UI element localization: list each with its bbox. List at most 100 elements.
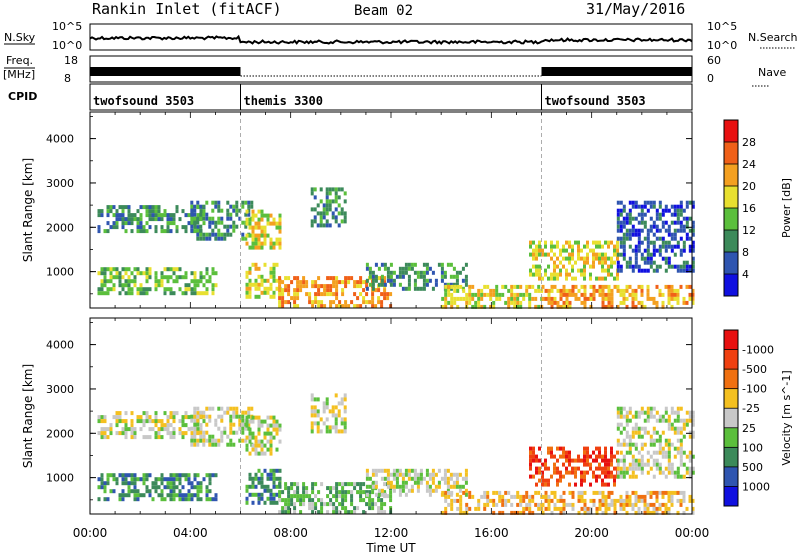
velocity-echo-region-8 xyxy=(441,490,544,515)
velocity-colorbar-swatch-7 xyxy=(724,349,738,370)
power-colorbar-tick-2: 12 xyxy=(742,224,756,237)
velocity-axes: 1000 2000 3000 4000 Slant Range [km] xyxy=(21,318,693,514)
velocity-echo-region-3 xyxy=(245,415,282,456)
velocity-echo-region-7 xyxy=(365,468,468,497)
velocity-y-tick-1: 2000 xyxy=(46,427,74,440)
cpid-segment-0: twofsound 3503 xyxy=(93,94,194,108)
power-colorbar-tick-0: 4 xyxy=(742,268,749,281)
date-title: 31/May/2016 xyxy=(586,0,685,18)
power-colorbar-tick-1: 8 xyxy=(742,246,749,259)
power-colorbar-swatch-7 xyxy=(724,120,738,142)
nsky-panel-frame xyxy=(89,23,693,51)
power-colorbar-swatch-0 xyxy=(724,274,738,296)
power-colorbar: 4 8 12 16 20 24 28 Power [dB] xyxy=(723,119,793,297)
velocity-colorbar-tick-6: -500 xyxy=(742,363,767,376)
velocity-echo-region-11 xyxy=(616,406,695,479)
power-colorbar-swatch-2 xyxy=(724,230,738,252)
velocity-colorbar-tick-4: -25 xyxy=(742,402,760,415)
freq-label: Freq. xyxy=(6,54,33,67)
power-echo-region-2 xyxy=(190,200,254,241)
power-colorbar-tick-5: 24 xyxy=(742,158,756,171)
x-tick-2: 08:00 xyxy=(273,526,308,540)
velocity-colorbar-swatch-5 xyxy=(724,388,738,409)
cpid-segments: twofsound 3503 themis 3300 twofsound 3503 xyxy=(93,84,646,110)
cpid-panel-frame xyxy=(89,83,693,111)
power-echo-region-9 xyxy=(529,240,619,281)
velocity-y-axis-label: Slant Range [km] xyxy=(21,364,35,468)
beam-title: Beam 02 xyxy=(354,3,413,19)
power-colorbar-swatch-1 xyxy=(724,252,738,274)
nsearch-tick-top: 10^5 xyxy=(707,20,737,33)
nsearch-tick-bottom: 10^0 xyxy=(707,39,737,52)
power-echo-region-8 xyxy=(441,284,544,309)
velocity-y-tick-3: 4000 xyxy=(46,339,74,352)
power-echo-region-0 xyxy=(97,205,206,234)
velocity-colorbar-swatch-6 xyxy=(724,369,738,389)
freq-bar-0 xyxy=(90,67,241,76)
velocity-colorbar-tick-2: 100 xyxy=(742,441,763,454)
cpid-segment-2: twofsound 3503 xyxy=(545,94,646,108)
nsearch-label: N.Search xyxy=(748,31,798,44)
power-echo-region-4 xyxy=(245,262,282,299)
velocity-echo-region-5 xyxy=(310,393,347,434)
power-colorbar-tick-6: 28 xyxy=(742,136,756,149)
power-y-axis-label: Slant Range [km] xyxy=(21,158,35,262)
x-tick-4: 16:00 xyxy=(474,526,509,540)
freq-tick-top: 18 xyxy=(64,54,78,67)
power-echo-region-7 xyxy=(365,262,468,291)
power-colorbar-label: Power [dB] xyxy=(780,178,793,238)
velocity-echo-region-1 xyxy=(97,473,218,502)
power-colorbar-tick-3: 16 xyxy=(742,202,756,215)
nsky-trace xyxy=(89,34,693,45)
velocity-colorbar-tick-0: 1000 xyxy=(742,480,770,493)
x-tick-1: 04:00 xyxy=(173,526,208,540)
velocity-echo-region-10 xyxy=(541,490,695,515)
velocity-echo-region-9 xyxy=(529,446,619,487)
power-colorbar-swatch-5 xyxy=(724,164,738,186)
velocity-colorbar-swatch-2 xyxy=(724,447,738,467)
nsky-label: N.Sky xyxy=(4,31,36,44)
velocity-colorbar-label: Velocity [m s^-1] xyxy=(780,370,793,465)
nsky-tick-top: 10^5 xyxy=(52,20,82,33)
freq-bar-2 xyxy=(541,67,692,76)
cpid-segment-1: themis 3300 xyxy=(244,94,323,108)
x-axis-label: Time UT xyxy=(365,541,416,554)
nave-tick-bottom: 0 xyxy=(707,72,714,85)
velocity-cells xyxy=(97,393,695,515)
freq-tick-bottom: 8 xyxy=(64,72,71,85)
x-tick-3: 12:00 xyxy=(374,526,409,540)
velocity-echo-region-2 xyxy=(190,406,254,447)
power-y-tick-2: 3000 xyxy=(46,177,74,190)
velocity-echo-region-0 xyxy=(97,411,206,440)
velocity-colorbar-swatch-8 xyxy=(724,330,738,350)
velocity-colorbar-swatch-3 xyxy=(724,427,738,448)
power-colorbar-swatch-3 xyxy=(724,208,738,230)
power-echo-region-3 xyxy=(245,209,282,250)
power-echo-region-5 xyxy=(310,187,347,228)
freq-bars xyxy=(90,67,692,77)
velocity-colorbar-tick-5: -100 xyxy=(742,383,767,396)
nsky-tick-bottom: 10^0 xyxy=(52,39,82,52)
power-echo-region-10 xyxy=(541,284,695,309)
x-tick-6: 00:00 xyxy=(675,526,710,540)
velocity-echo-region-6 xyxy=(278,482,393,515)
power-colorbar-swatch-6 xyxy=(724,142,738,164)
velocity-echo-region-4 xyxy=(245,468,282,505)
power-cells xyxy=(97,187,695,309)
velocity-colorbar-swatch-0 xyxy=(724,486,738,506)
power-axes: 1000 2000 3000 4000 Slant Range [km] xyxy=(21,112,693,308)
power-echo-region-6 xyxy=(278,276,393,309)
velocity-colorbar-tick-1: 500 xyxy=(742,461,763,474)
velocity-colorbar-swatch-4 xyxy=(724,408,738,428)
cpid-label: CPID xyxy=(8,90,37,103)
station-title: Rankin Inlet (fitACF) xyxy=(92,0,282,18)
freq-unit: [MHz] xyxy=(3,68,35,81)
power-y-tick-0: 1000 xyxy=(46,266,74,279)
power-y-tick-3: 4000 xyxy=(46,133,74,146)
power-colorbar-tick-4: 20 xyxy=(742,180,756,193)
power-echo-region-1 xyxy=(97,267,218,296)
nave-label: Nave xyxy=(758,66,786,79)
velocity-colorbar-swatch-1 xyxy=(724,466,738,487)
velocity-colorbar-tick-3: 25 xyxy=(742,422,756,435)
